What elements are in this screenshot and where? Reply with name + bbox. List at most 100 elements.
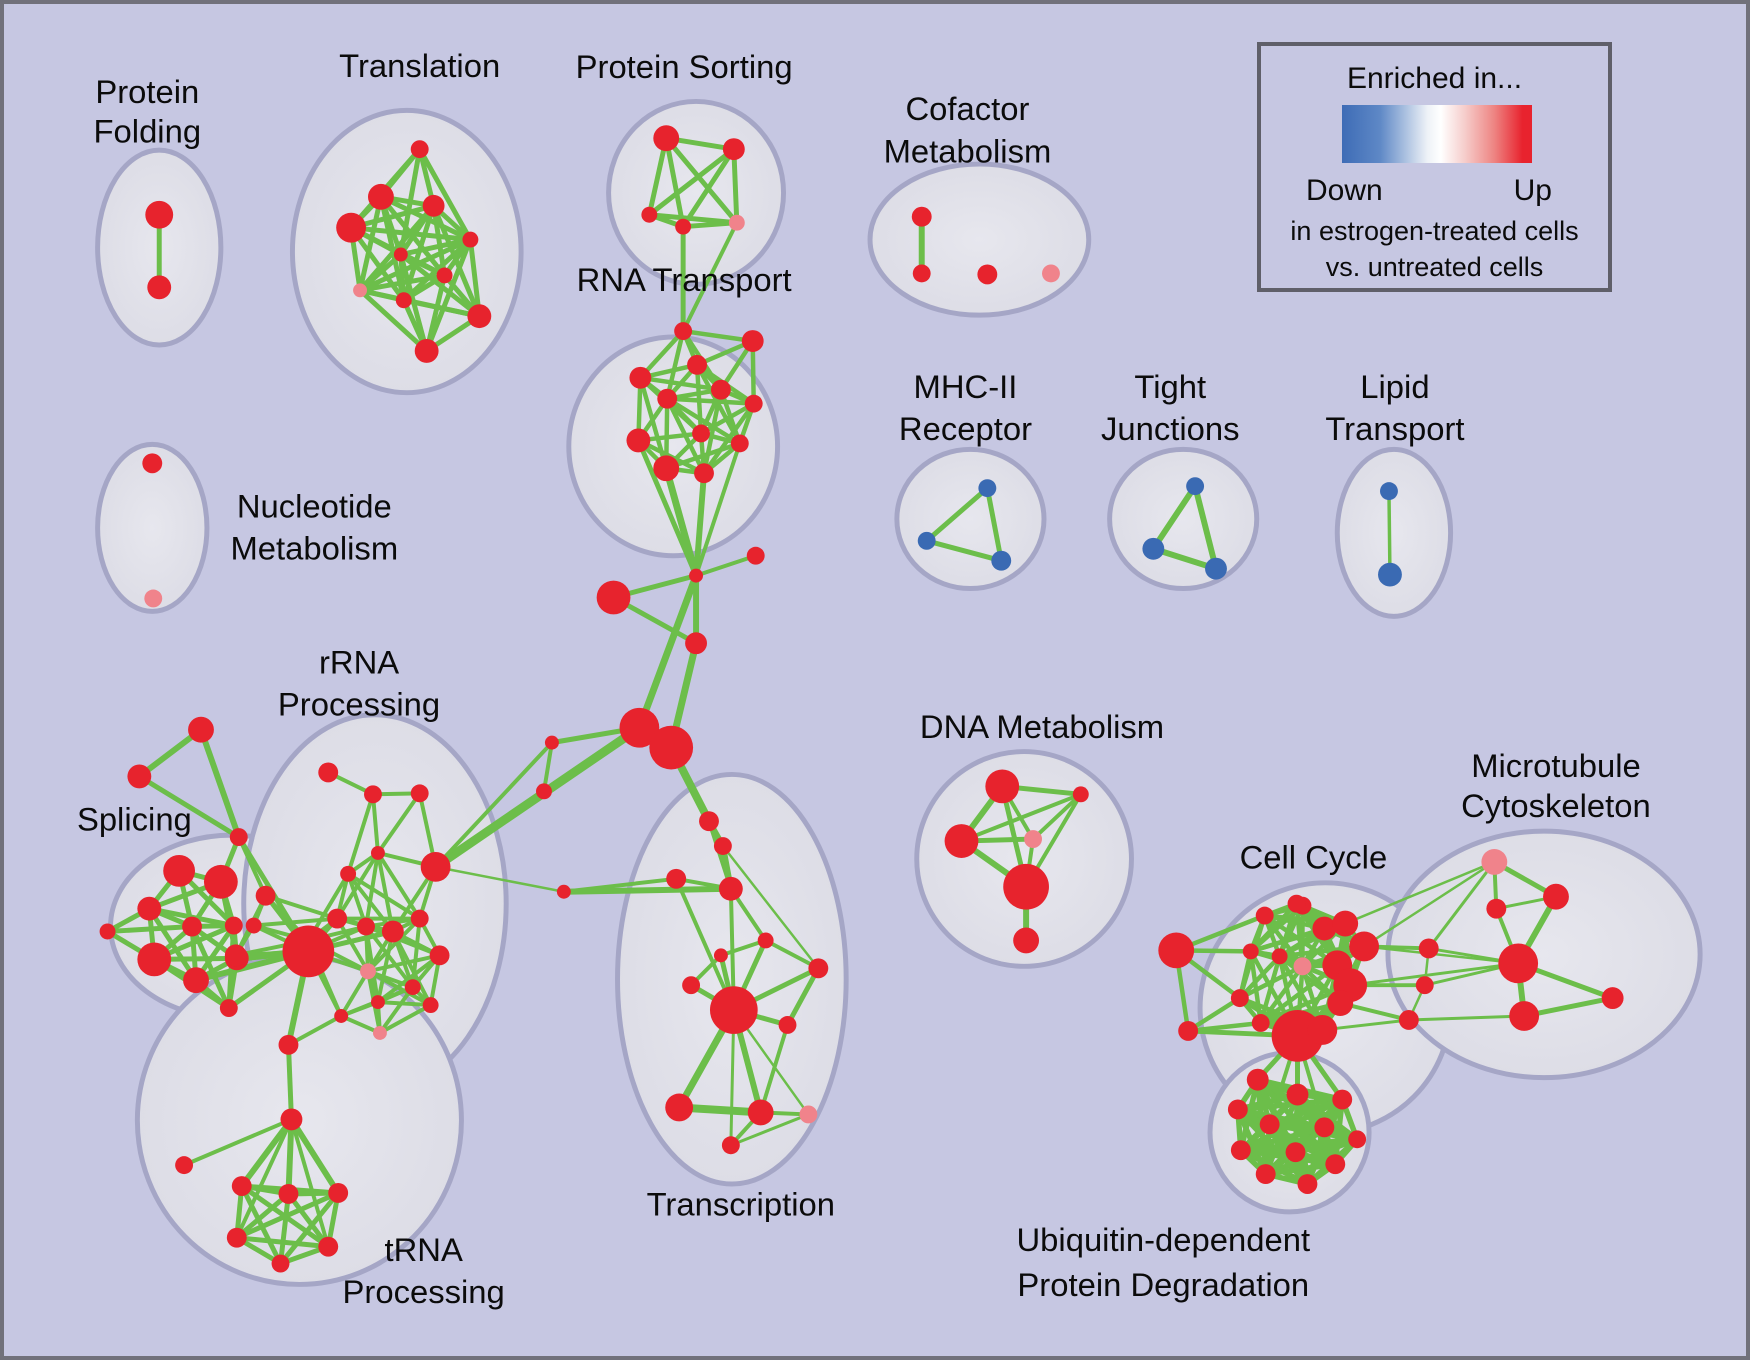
gene-set-node-translation-7[interactable] (353, 283, 368, 298)
gene-set-node-transcription-13[interactable] (799, 1105, 818, 1124)
gene-set-node-microtubule-cytoskeleton-7[interactable] (1415, 976, 1434, 995)
gene-set-node-rna-transport-0[interactable] (674, 322, 693, 341)
gene-set-node-rrna-processing-0[interactable] (188, 716, 214, 743)
gene-set-node-rrna-processing-25[interactable] (278, 1034, 299, 1055)
gene-set-node-protein-sorting-1[interactable] (722, 138, 745, 161)
gene-set-node-transcription-8[interactable] (682, 976, 701, 995)
gene-set-node-cell-cycle-0[interactable] (1158, 932, 1195, 969)
gene-set-node-protein-sorting-0[interactable] (653, 125, 680, 152)
gene-set-node-rna-transport-6[interactable] (744, 394, 763, 413)
gene-set-node-rna-transport-10[interactable] (653, 455, 680, 482)
gene-set-node-translation-2[interactable] (422, 194, 445, 217)
gene-set-node-microtubule-cytoskeleton-3[interactable] (1498, 943, 1539, 984)
gene-set-node-trna-processing-7[interactable] (271, 1254, 290, 1273)
gene-set-node-translation-3[interactable] (336, 212, 367, 243)
gene-set-node-ubiquitin-0[interactable] (1246, 1068, 1269, 1091)
gene-set-node-cell-cycle-12[interactable] (1327, 990, 1354, 1017)
gene-set-node-splicing-1[interactable] (203, 864, 238, 899)
gene-set-node-cofactor-metabolism-3[interactable] (1042, 264, 1060, 283)
gene-set-node-rrna-processing-2[interactable] (229, 828, 248, 847)
gene-set-node-connector-hub-1[interactable] (746, 546, 765, 565)
gene-set-node-transcription-1[interactable] (713, 837, 732, 855)
gene-set-node-protein-folding-1[interactable] (147, 275, 172, 300)
gene-set-node-transcription-2[interactable] (666, 868, 687, 889)
gene-set-node-dna-metabolism-2[interactable] (944, 824, 979, 858)
gene-set-node-cell-cycle-4[interactable] (1242, 943, 1259, 960)
gene-set-node-transcription-14[interactable] (721, 1136, 740, 1155)
gene-set-node-connector-hub-0[interactable] (689, 568, 704, 583)
gene-set-node-transcription-11[interactable] (665, 1093, 694, 1122)
gene-set-node-ubiquitin-1[interactable] (1286, 1083, 1309, 1106)
gene-set-node-dna-metabolism-1[interactable] (1072, 786, 1089, 803)
gene-set-node-splicing-4[interactable] (224, 916, 243, 935)
gene-set-node-connector-hub-3[interactable] (685, 632, 707, 655)
gene-set-node-protein-sorting-2[interactable] (641, 206, 658, 223)
gene-set-node-trna-processing-2[interactable] (231, 1176, 252, 1196)
gene-set-node-ubiquitin-7[interactable] (1230, 1140, 1251, 1161)
gene-set-node-protein-sorting-3[interactable] (675, 218, 692, 235)
gene-set-node-ubiquitin-3[interactable] (1227, 1099, 1248, 1120)
gene-set-node-ubiquitin-11[interactable] (1297, 1174, 1318, 1194)
gene-set-node-rrna-processing-18[interactable] (429, 945, 450, 966)
gene-set-node-connector-hub-4[interactable] (619, 707, 660, 748)
gene-set-node-rna-transport-8[interactable] (730, 434, 749, 453)
gene-set-node-connector-hub-7[interactable] (536, 783, 552, 800)
gene-set-node-microtubule-cytoskeleton-2[interactable] (1486, 898, 1507, 919)
gene-set-node-protein-folding-0[interactable] (145, 200, 174, 229)
gene-set-node-rrna-processing-16[interactable] (282, 925, 335, 978)
gene-set-node-rrna-processing-8[interactable] (340, 865, 357, 882)
gene-set-node-splicing-7[interactable] (99, 923, 116, 940)
gene-set-node-rna-transport-7[interactable] (692, 424, 710, 443)
gene-set-node-cell-cycle-7[interactable] (1312, 916, 1337, 941)
gene-set-node-dna-metabolism-0[interactable] (985, 769, 1020, 804)
gene-set-node-transcription-5[interactable] (713, 948, 728, 963)
gene-set-node-ubiquitin-4[interactable] (1259, 1114, 1280, 1135)
gene-set-node-dna-metabolism-5[interactable] (1013, 927, 1040, 954)
gene-set-node-splicing-9[interactable] (219, 999, 238, 1018)
gene-set-node-ubiquitin-9[interactable] (1325, 1154, 1346, 1175)
gene-set-node-tight-junctions-1[interactable] (1142, 537, 1165, 560)
gene-set-node-translation-6[interactable] (436, 267, 453, 284)
gene-set-node-translation-0[interactable] (410, 140, 429, 159)
gene-set-node-microtubule-cytoskeleton-4[interactable] (1601, 987, 1624, 1010)
gene-set-node-trna-processing-0[interactable] (280, 1108, 303, 1131)
gene-set-node-cell-cycle-14[interactable] (1251, 1014, 1270, 1032)
gene-set-node-trna-processing-1[interactable] (175, 1156, 194, 1175)
gene-set-node-rrna-processing-5[interactable] (410, 784, 429, 803)
gene-set-node-translation-9[interactable] (467, 304, 492, 329)
gene-set-node-trna-processing-4[interactable] (328, 1183, 349, 1203)
gene-set-node-rna-transport-9[interactable] (626, 428, 651, 453)
gene-set-node-trna-processing-3[interactable] (278, 1184, 299, 1204)
gene-set-node-dna-metabolism-3[interactable] (1024, 830, 1043, 849)
gene-set-node-cell-cycle-8[interactable] (1332, 910, 1359, 937)
gene-set-node-mhc-ii-receptor-0[interactable] (978, 479, 997, 498)
gene-set-node-rrna-processing-20[interactable] (404, 979, 421, 996)
gene-set-node-cell-cycle-6[interactable] (1293, 957, 1312, 976)
gene-set-node-rrna-processing-15[interactable] (245, 917, 262, 934)
gene-set-node-mhc-ii-receptor-2[interactable] (991, 550, 1012, 571)
gene-set-node-cell-cycle-17[interactable] (1287, 894, 1306, 913)
gene-set-node-microtubule-cytoskeleton-1[interactable] (1543, 883, 1569, 910)
gene-set-node-microtubule-cytoskeleton-8[interactable] (1398, 1010, 1419, 1030)
gene-set-node-transcription-3[interactable] (718, 876, 743, 901)
gene-set-node-transcription-9[interactable] (709, 986, 758, 1034)
gene-set-node-rna-transport-11[interactable] (694, 463, 714, 484)
gene-set-node-rna-transport-2[interactable] (687, 354, 707, 375)
gene-set-node-rrna-processing-9[interactable] (255, 885, 276, 906)
gene-set-node-lipid-transport-0[interactable] (1380, 482, 1398, 501)
gene-set-node-rna-transport-4[interactable] (710, 379, 731, 400)
gene-set-node-splicing-3[interactable] (182, 916, 202, 937)
gene-set-node-rrna-processing-4[interactable] (364, 785, 382, 804)
gene-set-node-cofactor-metabolism-0[interactable] (911, 206, 932, 227)
gene-set-node-ubiquitin-8[interactable] (1285, 1142, 1306, 1163)
gene-set-node-rna-transport-5[interactable] (657, 388, 678, 409)
gene-set-node-cell-cycle-5[interactable] (1271, 948, 1288, 965)
gene-set-node-rrna-processing-17[interactable] (224, 944, 247, 967)
gene-set-node-nucleotide-metabolism-1[interactable] (144, 589, 163, 608)
gene-set-node-connector-hub-2[interactable] (596, 580, 631, 615)
gene-set-node-cell-cycle-2[interactable] (1255, 906, 1274, 925)
gene-set-node-transcription-7[interactable] (808, 958, 829, 979)
gene-set-node-rrna-processing-10[interactable] (327, 908, 348, 929)
gene-set-node-transcription-4[interactable] (556, 884, 571, 899)
gene-set-node-cofactor-metabolism-1[interactable] (912, 264, 931, 283)
